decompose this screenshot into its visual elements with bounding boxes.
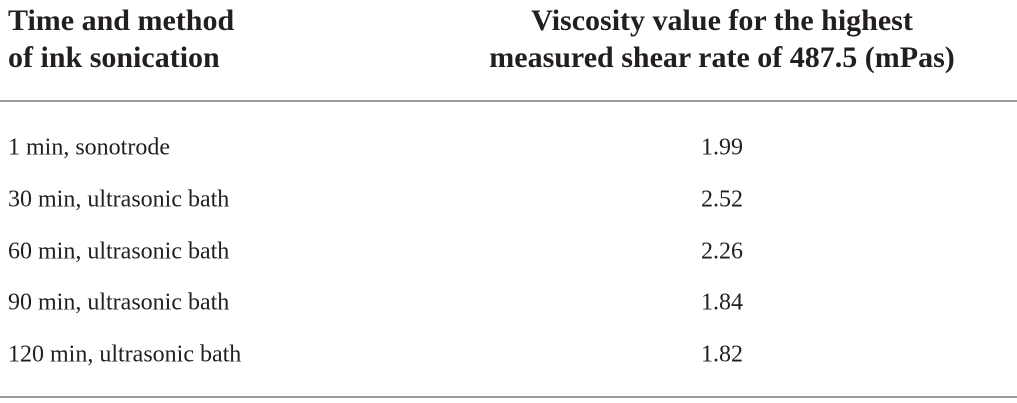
header-line: Time and method [8,4,235,37]
method-cell: 30 min, ultrasonic bath [8,186,230,213]
header-line: of ink sonication [8,41,220,74]
bottom-rule [0,396,1017,398]
header-line: measured shear rate of 487.5 (mPas) [489,41,955,74]
method-cell: 1 min, sonotrode [8,134,170,161]
method-cell: 60 min, ultrasonic bath [8,238,230,265]
viscosity-cell: 1.82 [701,341,743,368]
viscosity-cell: 2.52 [701,186,743,213]
method-cell: 120 min, ultrasonic bath [8,341,242,368]
column-header: Viscosity value for the highest measured … [489,2,954,76]
method-cell: 90 min, ultrasonic bath [8,289,230,316]
header-rule [0,100,1017,102]
header-line: Viscosity value for the highest [531,4,913,37]
viscosity-cell: 2.26 [701,238,743,265]
column-header: Time and method of ink sonication [8,2,234,76]
viscosity-cell: 1.84 [701,289,743,316]
viscosity-cell: 1.99 [701,134,743,161]
